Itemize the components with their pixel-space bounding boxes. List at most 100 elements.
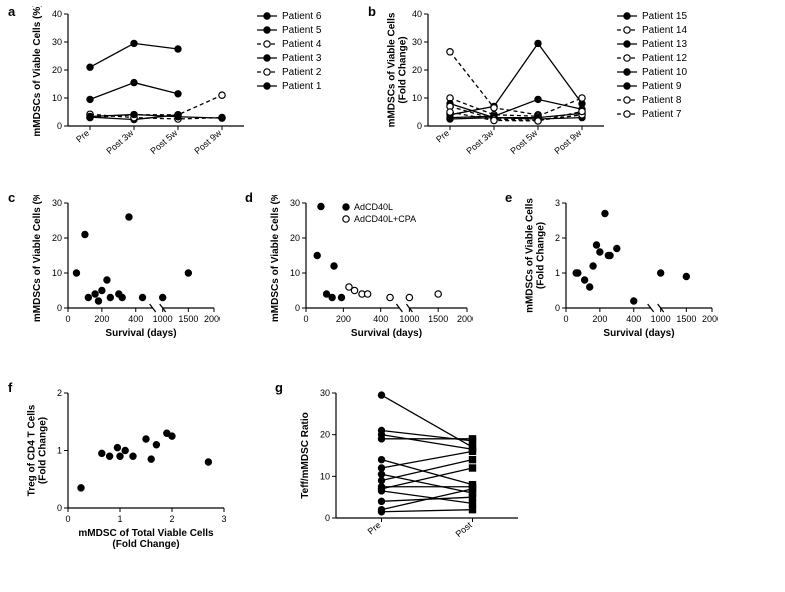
- svg-text:mMDSCs of Viable Cells: mMDSCs of Viable Cells: [525, 198, 536, 313]
- svg-text:0: 0: [303, 314, 308, 324]
- svg-text:Pre: Pre: [366, 520, 383, 537]
- svg-text:2000: 2000: [702, 314, 718, 324]
- svg-text:Patient 8: Patient 8: [642, 95, 682, 106]
- svg-text:mMDSCs of Viable Cells (%): mMDSCs of Viable Cells (%): [32, 195, 43, 322]
- svg-text:mMDSCs of Viable Cells (%): mMDSCs of Viable Cells (%): [32, 6, 43, 137]
- svg-text:Patient 6: Patient 6: [282, 11, 322, 22]
- svg-text:Post 9w: Post 9w: [192, 128, 223, 157]
- svg-text:mMDSC of Total Viable Cells: mMDSC of Total Viable Cells: [78, 528, 214, 539]
- panel_b-legend: Patient 15 Patient 14 Patient 13 Patient 12…: [615, 6, 710, 136]
- svg-text:2: 2: [169, 514, 174, 524]
- svg-text:Patient 13: Patient 13: [642, 39, 687, 50]
- svg-text:20: 20: [320, 430, 330, 440]
- svg-text:10: 10: [290, 268, 300, 278]
- panel-label-g: g: [275, 380, 283, 395]
- svg-text:0: 0: [65, 314, 70, 324]
- svg-text:(Fold Change): (Fold Change): [38, 417, 49, 484]
- svg-text:(Fold Change): (Fold Change): [536, 222, 547, 289]
- svg-text:AdCD40L: AdCD40L: [354, 202, 393, 212]
- svg-text:200: 200: [592, 314, 607, 324]
- panel_e-chart: 0 1 2 3 mMDSCs of Viable Cells(Fold Change) 0…: [518, 195, 718, 350]
- svg-text:10: 10: [320, 471, 330, 481]
- svg-text:40: 40: [412, 9, 422, 19]
- svg-text:(Fold Change): (Fold Change): [398, 36, 409, 103]
- svg-text:30: 30: [320, 388, 330, 398]
- svg-text:20: 20: [52, 233, 62, 243]
- svg-text:Patient 4: Patient 4: [282, 39, 322, 50]
- svg-text:Survival (days): Survival (days): [603, 328, 674, 339]
- svg-text:Patient 15: Patient 15: [642, 11, 687, 22]
- svg-text:400: 400: [373, 314, 388, 324]
- svg-text:30: 30: [290, 198, 300, 208]
- svg-text:10: 10: [52, 93, 62, 103]
- svg-text:30: 30: [412, 37, 422, 47]
- panel-label-a: a: [8, 4, 15, 19]
- svg-text:1: 1: [57, 446, 62, 456]
- svg-text:Post 3w: Post 3w: [104, 128, 135, 157]
- svg-text:0: 0: [65, 514, 70, 524]
- svg-text:Post: Post: [454, 520, 475, 540]
- svg-text:1500: 1500: [178, 314, 198, 324]
- svg-text:200: 200: [94, 314, 109, 324]
- figure: a010203040mMDSCs of Viable Cells (%)PreP…: [0, 0, 785, 592]
- svg-text:0: 0: [325, 513, 330, 523]
- svg-text:AdCD40L+CPA: AdCD40L+CPA: [354, 214, 416, 224]
- svg-text:2000: 2000: [457, 314, 473, 324]
- panel-label-e: e: [505, 190, 512, 205]
- svg-text:Treg of CD4 T Cells: Treg of CD4 T Cells: [27, 404, 38, 496]
- svg-text:30: 30: [52, 37, 62, 47]
- svg-text:400: 400: [626, 314, 641, 324]
- svg-text:1500: 1500: [676, 314, 696, 324]
- svg-text:0: 0: [57, 121, 62, 131]
- svg-text:Teff/mMDSC Ratio: Teff/mMDSC Ratio: [300, 412, 311, 498]
- svg-text:Pre: Pre: [434, 128, 451, 145]
- svg-text:Patient 9: Patient 9: [642, 81, 682, 92]
- panel-label-b: b: [368, 4, 376, 19]
- svg-text:2: 2: [555, 233, 560, 243]
- svg-text:0: 0: [57, 303, 62, 313]
- svg-text:400: 400: [128, 314, 143, 324]
- svg-text:3: 3: [555, 198, 560, 208]
- svg-text:Post 5w: Post 5w: [508, 128, 539, 157]
- svg-text:Post 9w: Post 9w: [552, 128, 583, 157]
- svg-text:2000: 2000: [204, 314, 220, 324]
- svg-text:Survival (days): Survival (days): [105, 328, 176, 339]
- svg-text:20: 20: [52, 65, 62, 75]
- svg-text:Patient 10: Patient 10: [642, 67, 687, 78]
- panel-label-d: d: [245, 190, 253, 205]
- svg-text:Survival (days): Survival (days): [351, 328, 422, 339]
- svg-text:0: 0: [563, 314, 568, 324]
- svg-text:1000: 1000: [153, 314, 173, 324]
- svg-text:10: 10: [52, 268, 62, 278]
- svg-text:Patient 14: Patient 14: [642, 25, 687, 36]
- svg-text:10: 10: [412, 93, 422, 103]
- svg-text:0: 0: [555, 303, 560, 313]
- svg-text:3: 3: [221, 514, 226, 524]
- panel-label-c: c: [8, 190, 15, 205]
- svg-text:(Fold Change): (Fold Change): [112, 539, 179, 550]
- panel_c-chart: 0102030mMDSCs of Viable Cells (%)0200400…: [20, 195, 220, 350]
- svg-text:Post 5w: Post 5w: [148, 128, 179, 157]
- panel_g-chart: 0 10 20 30 Teff/mMDSC Ratio Pre Post: [288, 385, 528, 560]
- panel_a-legend: Patient 6Patient 5Patient 4Patient 3Pati…: [255, 6, 345, 106]
- svg-text:1000: 1000: [651, 314, 671, 324]
- svg-text:40: 40: [52, 9, 62, 19]
- panel_b-chart: 010203040mMDSCs of Viable Cells(Fold Cha…: [380, 6, 610, 166]
- svg-text:0: 0: [417, 121, 422, 131]
- svg-text:20: 20: [290, 233, 300, 243]
- svg-text:mMDSCs of Viable Cells (%): mMDSCs of Viable Cells (%): [270, 195, 281, 322]
- svg-text:Post 3w: Post 3w: [464, 128, 495, 157]
- svg-text:Patient 3: Patient 3: [282, 53, 322, 64]
- svg-text:1: 1: [117, 514, 122, 524]
- svg-text:0: 0: [57, 503, 62, 513]
- panel_f-chart: 012Treg of CD4 T Cells(Fold Change)0123m…: [20, 385, 230, 560]
- svg-text:Pre: Pre: [74, 128, 91, 145]
- svg-text:Patient 2: Patient 2: [282, 67, 322, 78]
- svg-text:Patient 7: Patient 7: [642, 109, 682, 120]
- svg-text:1000: 1000: [399, 314, 419, 324]
- svg-text:Patient 12: Patient 12: [642, 53, 687, 64]
- panel_a-chart: 0 10 20 30 40 mMDSCs of Viable Cells (%) Pre Po…: [20, 6, 250, 166]
- svg-text:1: 1: [555, 268, 560, 278]
- panel-label-f: f: [8, 380, 12, 395]
- svg-text:1500: 1500: [428, 314, 448, 324]
